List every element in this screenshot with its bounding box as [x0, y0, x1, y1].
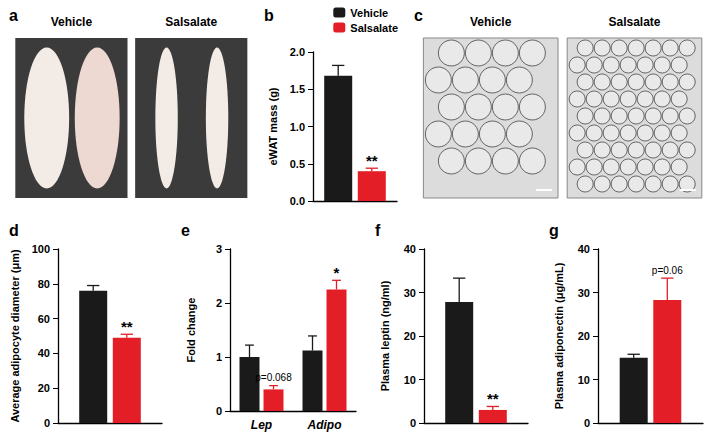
- svg-text:30: 30: [578, 287, 590, 299]
- svg-text:80: 80: [38, 278, 50, 290]
- svg-text:40: 40: [578, 243, 590, 255]
- svg-text:b: b: [264, 7, 274, 24]
- svg-text:Vehicle: Vehicle: [51, 15, 93, 29]
- svg-text:1.0: 1.0: [290, 121, 305, 133]
- svg-text:0: 0: [410, 417, 416, 429]
- svg-text:Salsalate: Salsalate: [608, 15, 660, 29]
- svg-text:2.0: 2.0: [290, 46, 305, 58]
- svg-text:p=0.068: p=0.068: [255, 372, 292, 383]
- svg-text:40: 40: [38, 347, 50, 359]
- svg-text:g: g: [549, 222, 559, 239]
- svg-text:**: **: [366, 152, 378, 169]
- svg-text:Salsalate: Salsalate: [350, 22, 398, 34]
- svg-text:1: 1: [216, 351, 222, 363]
- svg-text:20: 20: [578, 330, 590, 342]
- svg-text:10: 10: [578, 374, 590, 386]
- svg-text:d: d: [9, 222, 19, 239]
- svg-text:f: f: [375, 222, 381, 239]
- svg-text:p=0.06: p=0.06: [652, 265, 683, 276]
- svg-text:0: 0: [584, 417, 590, 429]
- svg-text:Plasma leptin (ng/ml): Plasma leptin (ng/ml): [379, 280, 391, 391]
- svg-text:20: 20: [38, 382, 50, 394]
- svg-text:60: 60: [38, 313, 50, 325]
- svg-text:0: 0: [44, 417, 50, 429]
- svg-text:0.0: 0.0: [290, 195, 305, 207]
- svg-text:2: 2: [216, 297, 222, 309]
- svg-text:Lep: Lep: [251, 418, 272, 432]
- svg-text:eWAT mass (g): eWAT mass (g): [267, 87, 279, 165]
- svg-text:10: 10: [404, 374, 416, 386]
- svg-text:1.5: 1.5: [290, 83, 305, 95]
- svg-text:100: 100: [32, 243, 50, 255]
- svg-text:3: 3: [216, 243, 222, 255]
- svg-text:*: *: [334, 264, 340, 281]
- svg-text:c: c: [414, 7, 423, 24]
- svg-text:Plasma adiponectin (μg/mL): Plasma adiponectin (μg/mL): [553, 262, 565, 409]
- svg-text:Vehicle: Vehicle: [350, 7, 388, 19]
- svg-text:0.5: 0.5: [290, 158, 305, 170]
- svg-text:**: **: [487, 390, 499, 407]
- svg-text:30: 30: [404, 287, 416, 299]
- svg-text:e: e: [181, 222, 190, 239]
- svg-text:Fold change: Fold change: [185, 298, 197, 363]
- svg-text:Salsalate: Salsalate: [165, 15, 217, 29]
- svg-text:Adipo: Adipo: [307, 418, 342, 432]
- svg-text:Vehicle: Vehicle: [470, 15, 512, 29]
- svg-text:40: 40: [404, 243, 416, 255]
- svg-text:a: a: [9, 7, 18, 24]
- svg-text:20: 20: [404, 330, 416, 342]
- svg-text:0: 0: [216, 405, 222, 417]
- svg-text:**: **: [121, 318, 133, 335]
- svg-text:Average adipocyte diameter (μm: Average adipocyte diameter (μm): [9, 249, 21, 423]
